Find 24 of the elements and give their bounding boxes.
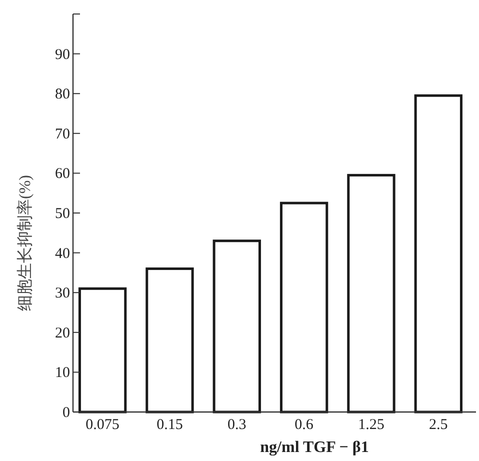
x-tick-label: 0.075 — [86, 417, 120, 433]
bar — [280, 202, 328, 414]
y-tick-label: 70 — [55, 126, 70, 142]
y-tick-label: 40 — [55, 246, 70, 262]
y-tick-label: 0 — [62, 405, 70, 421]
y-tick-label: 90 — [55, 46, 70, 63]
bar — [146, 267, 194, 414]
bar — [212, 240, 261, 414]
y-tick-label: 10 — [55, 365, 70, 382]
y-axis-title: 细胞生长抑制率(%) — [16, 175, 34, 311]
y-tick-label: 80 — [55, 86, 70, 103]
x-tick-label: 1.25 — [358, 417, 384, 433]
bar — [347, 174, 396, 414]
x-axis-title: ng/ml TGF − β1 — [260, 439, 369, 456]
x-tick-label: 0.15 — [156, 417, 183, 433]
x-tick-label: 2.5 — [429, 417, 448, 433]
y-tick-label: 60 — [55, 166, 70, 182]
bar — [78, 287, 127, 414]
x-tick-label: 0.3 — [228, 417, 246, 433]
y-tick-label: 50 — [55, 206, 70, 222]
y-tick-label: 30 — [55, 286, 70, 302]
bar — [414, 94, 462, 414]
x-tick-label: 0.6 — [294, 417, 314, 433]
y-tick-label: 20 — [55, 325, 70, 342]
